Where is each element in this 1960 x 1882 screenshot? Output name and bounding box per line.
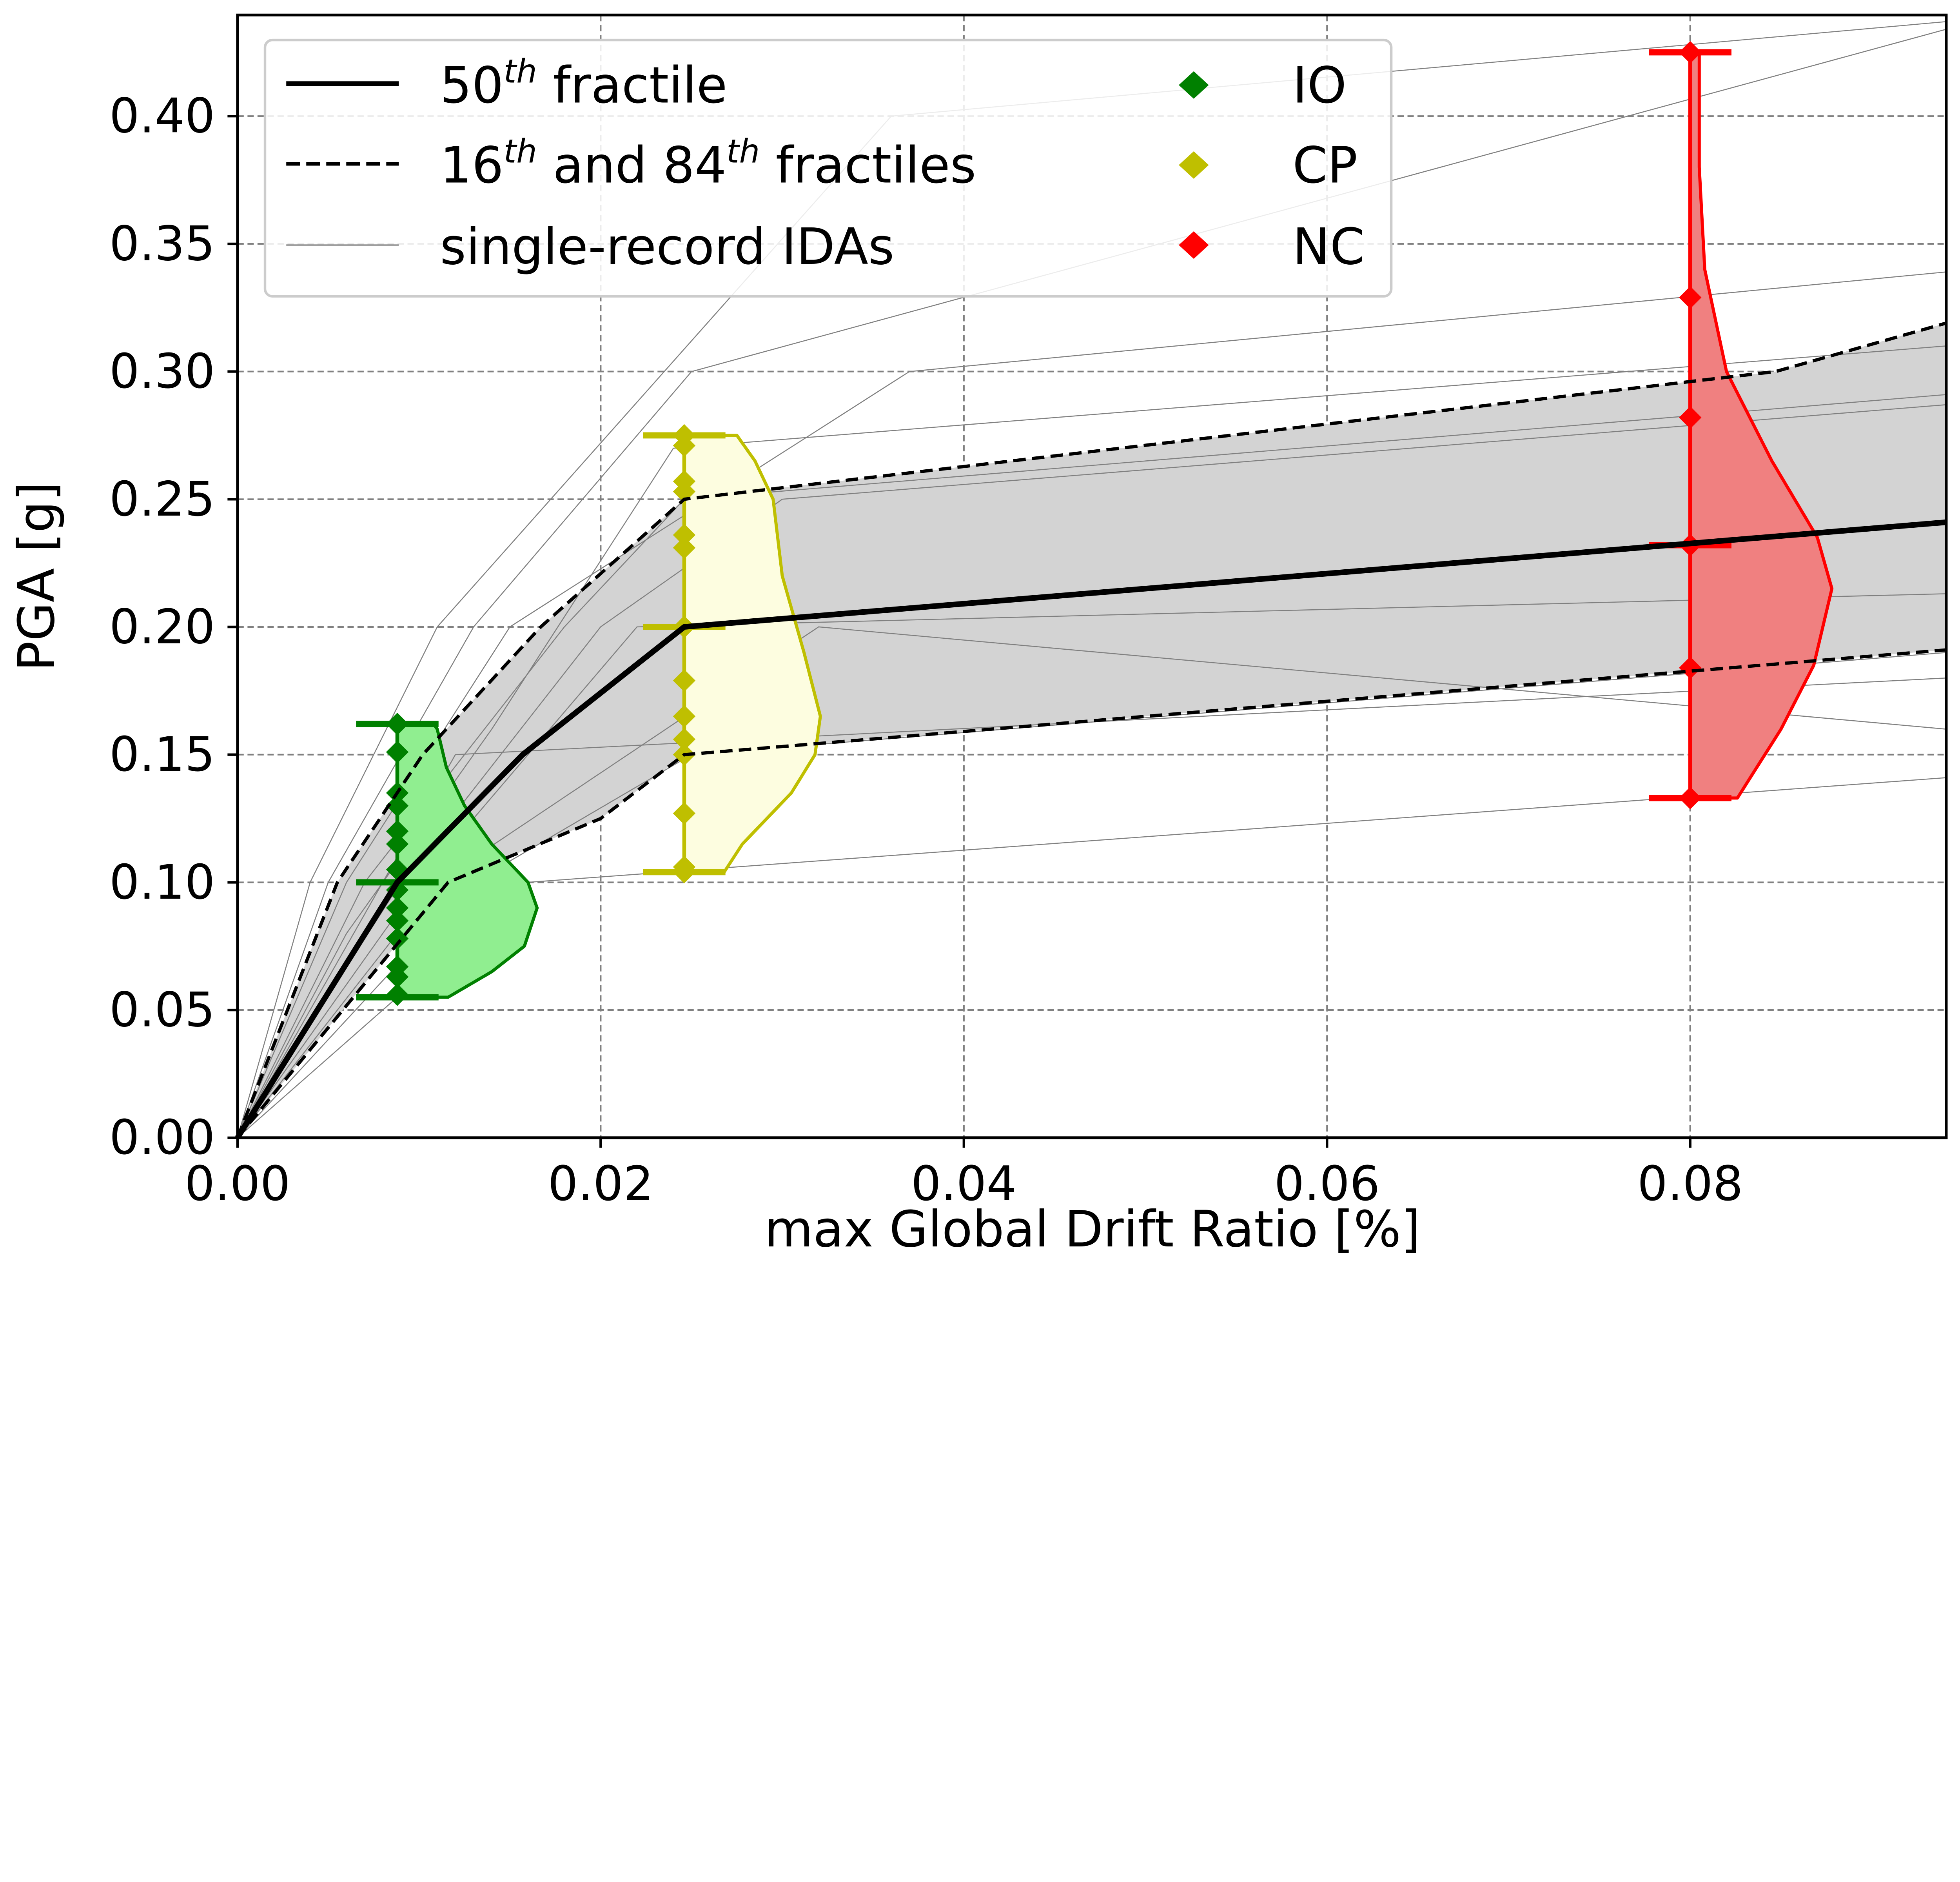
data-point-cp bbox=[673, 728, 696, 751]
ida-chart: 0.00 0.02 0.04 0.06 0.08 0.00 0.05 0.10 0.15 0.20… bbox=[8, 13, 1948, 1259]
x-tick-label: 0.04 bbox=[911, 1156, 1017, 1212]
data-point-cp bbox=[673, 536, 696, 559]
median-fractile-line bbox=[235, 519, 1947, 1139]
fractile-band bbox=[237, 323, 1946, 1138]
fractile-16-line bbox=[236, 648, 1947, 1139]
data-point-cp bbox=[673, 523, 696, 547]
x-tick-label: 0.06 bbox=[1274, 1156, 1380, 1212]
data-point-io bbox=[386, 896, 409, 919]
y-tick-label: 0.35 bbox=[109, 216, 215, 271]
y-tick-label: 0.20 bbox=[109, 599, 215, 654]
y-tick-label: 0.00 bbox=[109, 1110, 215, 1165]
data-point-cp bbox=[673, 434, 696, 457]
y-tick-label: 0.40 bbox=[109, 89, 215, 144]
data-point-nc bbox=[1679, 406, 1702, 429]
data-point-cp bbox=[673, 669, 696, 692]
violin-cp bbox=[682, 434, 822, 874]
fractile-lines bbox=[235, 321, 1947, 1139]
x-tick-label: 0.00 bbox=[185, 1156, 290, 1212]
data-point-nc bbox=[1679, 787, 1702, 810]
data-point-nc bbox=[1679, 286, 1702, 309]
ida-curve bbox=[237, 345, 1947, 1138]
data-point-nc bbox=[1679, 656, 1702, 679]
y-tick-label: 0.25 bbox=[109, 472, 215, 527]
data-point-io bbox=[386, 794, 409, 817]
legend-nc-label: NC bbox=[1292, 218, 1365, 276]
x-tick-label: 0.08 bbox=[1637, 1156, 1743, 1212]
x-tick-label: 0.02 bbox=[548, 1156, 653, 1212]
y-tick-label: 0.30 bbox=[109, 344, 215, 399]
legend-fractiles-label: 16th and 84th fractiles bbox=[440, 133, 976, 195]
y-tick-label: 0.10 bbox=[109, 855, 215, 910]
ticks: 0.00 0.02 0.04 0.06 0.08 0.00 0.05 0.10 0.15 0.20… bbox=[109, 89, 1743, 1212]
legend-cp-label: CP bbox=[1292, 137, 1357, 195]
single-record-idas bbox=[237, 21, 1947, 1138]
legend-single-label: single-record IDAs bbox=[440, 218, 894, 276]
fractile-84-line bbox=[236, 321, 1947, 1139]
data-point-io bbox=[386, 909, 409, 932]
data-point-nc bbox=[1679, 41, 1702, 64]
legend: 50th fractile 16th and 84th fractiles si… bbox=[263, 38, 1393, 298]
plot-frame bbox=[236, 13, 1948, 1139]
data-point-io bbox=[386, 965, 409, 988]
ida-curve bbox=[237, 271, 1947, 1138]
ida-curve bbox=[237, 626, 1947, 1138]
y-tick-label: 0.05 bbox=[109, 983, 215, 1038]
data-point-io bbox=[386, 712, 409, 736]
legend-io-label: IO bbox=[1292, 56, 1347, 114]
data-point-cp bbox=[673, 705, 696, 728]
y-axis-label: PGA [g] bbox=[8, 481, 66, 671]
fractile-band-area bbox=[237, 323, 1946, 1138]
legend-median-label: 50th fractile bbox=[440, 52, 727, 114]
y-tick-label: 0.15 bbox=[109, 727, 215, 782]
ida-curve bbox=[237, 394, 1947, 1138]
data-point-io bbox=[386, 741, 409, 763]
legend-box bbox=[263, 38, 1393, 298]
x-axis-label: max Global Drift Ratio [%] bbox=[764, 1201, 1421, 1259]
ida-curve bbox=[237, 593, 1946, 1138]
violins bbox=[356, 41, 1834, 1006]
